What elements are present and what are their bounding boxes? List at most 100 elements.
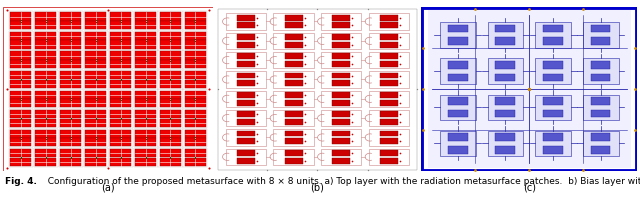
Bar — [110, 51, 131, 60]
Bar — [135, 91, 156, 99]
Bar — [110, 158, 131, 166]
Bar — [85, 130, 106, 138]
Bar — [543, 61, 563, 69]
Bar — [109, 50, 132, 69]
Bar — [185, 158, 206, 166]
Bar — [495, 61, 515, 69]
Bar — [237, 61, 255, 67]
Bar — [332, 150, 351, 156]
Bar — [85, 119, 106, 127]
Bar — [369, 13, 409, 30]
Bar — [35, 91, 56, 99]
Bar — [184, 89, 207, 108]
Bar — [285, 42, 303, 47]
Bar — [134, 148, 157, 167]
Bar — [159, 89, 182, 108]
Bar — [135, 130, 156, 138]
Bar — [448, 74, 468, 81]
Bar — [543, 25, 563, 32]
Bar — [285, 158, 303, 164]
Bar — [134, 70, 157, 89]
Bar — [84, 148, 108, 167]
Bar — [535, 22, 571, 47]
Bar — [591, 74, 611, 81]
Bar — [60, 80, 81, 88]
Bar — [535, 58, 571, 84]
Bar — [332, 15, 351, 20]
Bar — [535, 95, 571, 120]
Bar — [85, 21, 106, 29]
Bar — [543, 146, 563, 153]
Bar — [135, 51, 156, 60]
Bar — [35, 138, 56, 146]
Text: (b): (b) — [310, 183, 324, 193]
Bar — [380, 92, 398, 98]
Bar — [185, 51, 206, 60]
Bar — [9, 31, 33, 50]
Bar — [369, 52, 409, 68]
Bar — [160, 91, 181, 99]
Bar — [59, 31, 83, 50]
Bar — [34, 109, 58, 128]
Bar — [285, 15, 303, 20]
Bar — [110, 91, 131, 99]
Bar — [237, 158, 255, 164]
Bar — [85, 149, 106, 157]
Bar — [321, 129, 362, 146]
Text: (a): (a) — [101, 183, 115, 193]
Bar — [60, 71, 81, 79]
Bar — [185, 21, 206, 29]
Bar — [380, 80, 398, 86]
Bar — [10, 32, 31, 40]
Bar — [135, 99, 156, 107]
Bar — [380, 42, 398, 47]
Bar — [185, 149, 206, 157]
Bar — [35, 110, 56, 118]
Bar — [332, 111, 351, 117]
Bar — [109, 70, 132, 89]
Bar — [285, 22, 303, 28]
Bar — [10, 158, 31, 166]
Bar — [10, 99, 31, 107]
Bar — [185, 60, 206, 68]
Bar — [10, 80, 31, 88]
Bar — [35, 21, 56, 29]
Bar — [60, 51, 81, 60]
Bar — [285, 53, 303, 59]
Bar — [591, 146, 611, 153]
Bar — [10, 21, 31, 29]
Bar — [185, 71, 206, 79]
Bar — [85, 51, 106, 60]
Bar — [332, 158, 351, 164]
Bar — [237, 22, 255, 28]
Bar — [135, 80, 156, 88]
Bar — [135, 138, 156, 146]
Bar — [134, 109, 157, 128]
Bar — [380, 131, 398, 137]
Bar — [237, 73, 255, 78]
Bar — [237, 131, 255, 137]
Bar — [60, 158, 81, 166]
Bar — [160, 119, 181, 127]
Bar — [285, 61, 303, 67]
Bar — [285, 111, 303, 117]
Bar — [59, 148, 83, 167]
Bar — [369, 71, 409, 88]
Bar — [135, 149, 156, 157]
Bar — [135, 32, 156, 40]
Bar — [10, 138, 31, 146]
Bar — [159, 11, 182, 30]
Bar — [60, 138, 81, 146]
Bar — [226, 129, 266, 146]
Bar — [60, 32, 81, 40]
Bar — [10, 40, 31, 49]
Bar — [35, 158, 56, 166]
Bar — [134, 11, 157, 30]
Bar — [35, 32, 56, 40]
Bar — [59, 128, 83, 147]
Bar — [495, 37, 515, 45]
Bar — [285, 138, 303, 144]
Bar — [440, 131, 476, 156]
Bar — [10, 12, 31, 21]
Bar — [34, 128, 58, 147]
